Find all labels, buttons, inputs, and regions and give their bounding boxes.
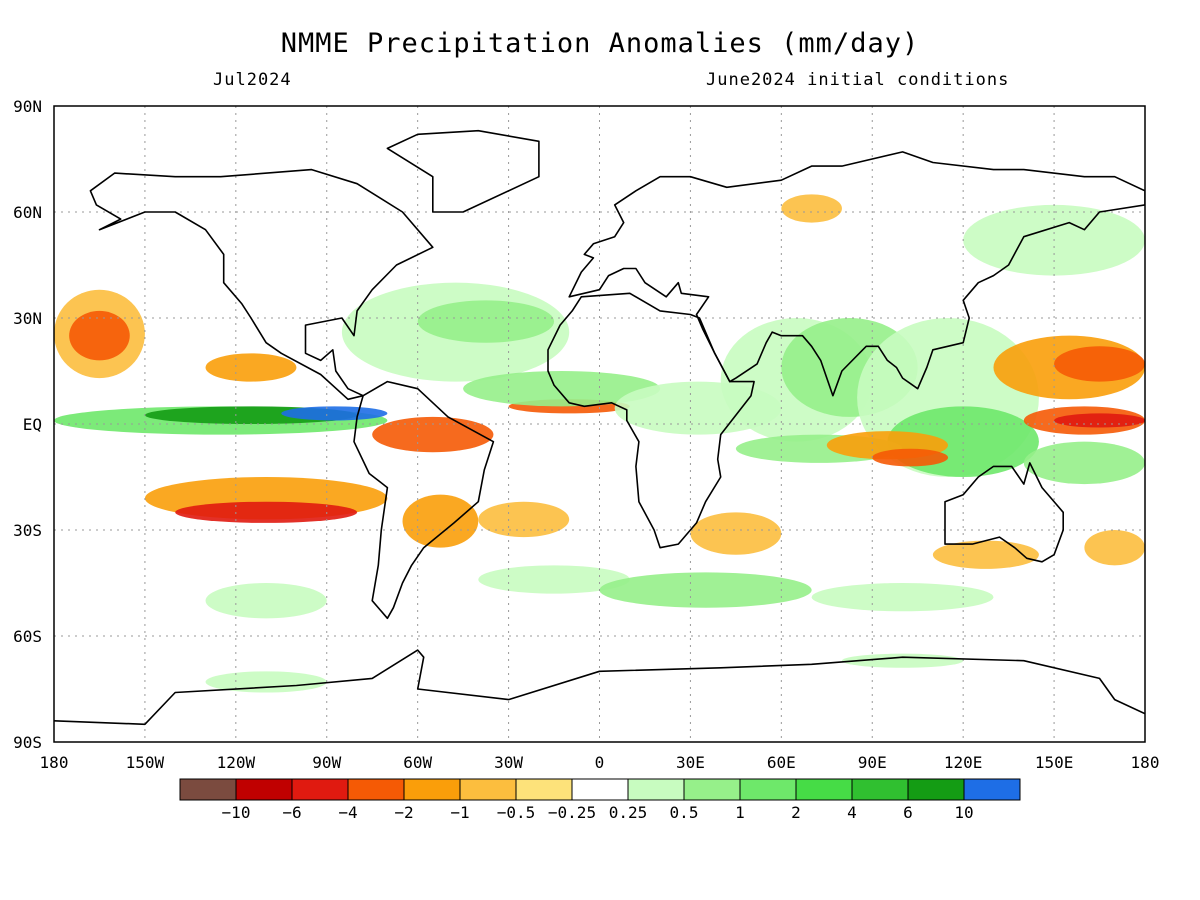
colorbar-swatch: [851, 778, 909, 801]
colorbar-labels: −10 −6 −4 −2 −1 −0.5 −0.25 0.25 0.5 1 2 4 6 10: [222, 803, 974, 822]
anomaly-region-10: [372, 416, 494, 453]
colorbar-swatch: [739, 778, 797, 801]
colorbar-label: −1: [450, 803, 469, 822]
anomaly-region-34: [599, 572, 812, 608]
lat-tick-label: EQ: [23, 415, 42, 434]
anomaly-region-24: [872, 448, 949, 467]
anomaly-region-32: [1084, 530, 1145, 566]
colorbar-swatch: [571, 778, 629, 801]
lat-tick-label: 30N: [13, 309, 42, 328]
colorbar-swatch: [459, 778, 517, 801]
colorbar-label: −2: [394, 803, 413, 822]
colorbar-swatch: [795, 778, 853, 801]
anomaly-region-26: [1054, 346, 1145, 382]
colorbar-label: 1: [735, 803, 745, 822]
coastline-2: [386, 129, 540, 213]
anomaly-region-31: [932, 540, 1039, 569]
map-title: NMME Precipitation Anomalies (mm/day): [280, 28, 920, 59]
coastline-4: [547, 292, 755, 549]
colorbar-label: 10: [954, 803, 973, 822]
colorbar-swatch: [963, 778, 1021, 801]
lon-tick-label: 60W: [403, 753, 432, 772]
colorbar-swatch: [627, 778, 685, 801]
anomaly-region-4: [54, 448, 236, 485]
colorbar-swatch: [179, 778, 237, 801]
lon-tick-label: 0: [595, 753, 605, 772]
lon-tick-label: 120E: [944, 753, 983, 772]
colorbar-swatch: [291, 778, 349, 801]
colorbar-swatch: [347, 778, 405, 801]
colorbar-swatch: [907, 778, 965, 801]
anomaly-region-6: [69, 310, 130, 361]
colorbar-label: 0.25: [609, 803, 648, 822]
colorbar-label: −4: [338, 803, 357, 822]
anomaly-region-11: [402, 494, 479, 548]
coastline-0: [89, 168, 434, 401]
lon-tick-label: 120W: [217, 753, 256, 772]
colorbar-label: −10: [222, 803, 251, 822]
anomaly-region-33: [478, 565, 630, 594]
colorbar-label: −0.5: [497, 803, 536, 822]
coastlines: [54, 129, 1145, 726]
lon-tick-label: 150E: [1035, 753, 1074, 772]
anomaly-region-2: [281, 406, 388, 421]
colorbar-label: −6: [282, 803, 301, 822]
lon-tick-label: 180: [1131, 753, 1160, 772]
coastline-5: [944, 462, 1064, 563]
lon-tick-label: 60E: [767, 753, 796, 772]
colorbar-label: 0.5: [670, 803, 699, 822]
lat-tick-label: 90N: [13, 97, 42, 116]
anomaly-region-12: [478, 501, 570, 538]
latitude-tick-labels: 90N 60N 30N EQ 30S 60S 90S: [13, 97, 42, 752]
coastline-3: [568, 151, 1145, 397]
anomaly-region-28: [1054, 413, 1145, 428]
lat-tick-label: 60N: [13, 203, 42, 222]
lon-tick-label: 90E: [858, 753, 887, 772]
anomaly-region-9: [175, 501, 358, 523]
colorbar-label: 2: [791, 803, 801, 822]
anomaly-region-36: [205, 583, 327, 619]
colorbar-swatch: [515, 778, 573, 801]
initial-conditions-label: June2024 initial conditions: [706, 70, 1010, 90]
anomaly-region-7: [205, 353, 297, 382]
anomaly-region-16: [463, 371, 661, 407]
colorbar: [179, 778, 1021, 801]
colorbar-label: −0.25: [548, 803, 596, 822]
colorbar-swatch: [403, 778, 461, 801]
lat-tick-label: 60S: [13, 627, 42, 646]
anomaly-region-30: [690, 512, 782, 555]
valid-period-label: Jul2024: [213, 70, 292, 90]
anomaly-region-38: [841, 653, 964, 668]
anomaly-region-29: [1023, 441, 1145, 485]
anomaly-region-35: [811, 583, 994, 612]
colorbar-label: 6: [903, 803, 913, 822]
lon-tick-label: 30E: [676, 753, 705, 772]
anomaly-region-3: [54, 374, 388, 396]
colorbar-swatch: [683, 778, 741, 801]
lat-tick-label: 30S: [13, 521, 42, 540]
coastline-1: [353, 380, 495, 620]
colorbar-swatch: [235, 778, 293, 801]
lon-tick-label: 30W: [494, 753, 523, 772]
lon-tick-label: 90W: [312, 753, 341, 772]
colorbar-label: 4: [847, 803, 857, 822]
lon-tick-label: 180: [40, 753, 69, 772]
anomaly-region-15: [417, 300, 555, 343]
lon-tick-label: 150W: [126, 753, 165, 772]
plot-frame: [53, 105, 1146, 743]
anomaly-shading: [54, 194, 1145, 693]
coastline-6: [54, 649, 1145, 726]
anomaly-region-39: [781, 194, 842, 223]
longitude-tick-labels: 180 150W 120W 90W 60W 30W 0 30E 60E 90E 120E 150E 18…: [40, 753, 1160, 772]
lat-tick-label: 90S: [13, 733, 42, 752]
